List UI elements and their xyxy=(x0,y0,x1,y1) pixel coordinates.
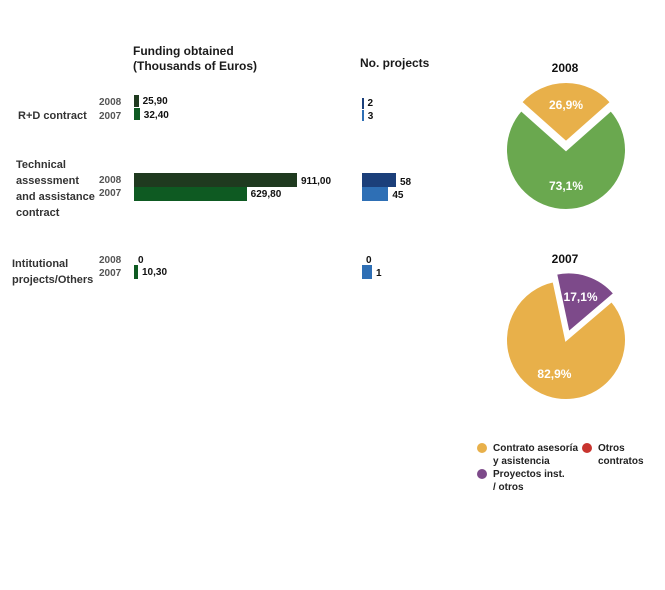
pie-slice xyxy=(505,108,627,211)
category-label-line: and assistance xyxy=(16,191,95,203)
year-label-2008: 2008 xyxy=(99,175,122,186)
pie-slice xyxy=(554,271,616,335)
category-label-line: R+D contract xyxy=(18,110,87,122)
funding-bar-2007 xyxy=(134,187,247,201)
legend-label: Otros contratos xyxy=(598,442,665,468)
pie-slice-label: 26,9% xyxy=(549,98,583,112)
funding-value-label: 10,30 xyxy=(142,267,168,278)
funding-header-line-2: (Thousands of Euros) xyxy=(133,59,257,73)
legend-label-line: contratos xyxy=(598,456,644,467)
projects-value-label: 45 xyxy=(392,190,404,201)
legend-dot-purple xyxy=(477,469,487,479)
pie-slice-label: 82,9% xyxy=(537,367,571,381)
category-label-rd: R+D contract xyxy=(18,108,87,124)
category-label-line: contract xyxy=(16,207,60,219)
funding-bar-2007 xyxy=(134,108,140,120)
projects-bar-2007 xyxy=(362,110,364,121)
projects-value-label: 0 xyxy=(366,255,372,266)
legend-label-line: Proyectos inst. xyxy=(493,469,565,480)
pie-2007-title: 2007 xyxy=(551,252,579,266)
funding-value-label: 911,00 xyxy=(301,176,332,187)
pie-slice xyxy=(519,81,613,144)
legend-label: Proyectos inst. / otros xyxy=(493,468,588,494)
projects-header: No. projects xyxy=(360,56,430,70)
pie-slice xyxy=(505,280,627,401)
category-label-line: assessment xyxy=(16,175,79,187)
funding-bar-2007 xyxy=(134,265,138,279)
funding-value-label: 0 xyxy=(138,255,144,266)
legend-label: Contrato asesoría y asistencia xyxy=(493,442,588,468)
year-label-2007: 2007 xyxy=(99,268,122,279)
category-label-technical: Technical assessment and assistance cont… xyxy=(16,157,95,221)
funding-value-label: 629,80 xyxy=(250,189,282,200)
pie-chart-2007: 17,1% 82,9% xyxy=(505,271,627,401)
pie-slice-label: 17,1% xyxy=(564,290,598,304)
pie-2008-title: 2008 xyxy=(551,61,579,75)
projects-value-label: 58 xyxy=(400,177,412,188)
projects-bar-2008 xyxy=(362,173,396,187)
projects-bar-2007 xyxy=(362,187,389,201)
funding-value-label: 25,90 xyxy=(142,96,168,107)
year-label-2008: 2008 xyxy=(99,255,122,266)
category-label-line: projects/Others xyxy=(12,274,94,286)
year-label-2008: 2008 xyxy=(99,97,122,108)
funding-value-label: 32,40 xyxy=(143,110,169,121)
year-label-2007: 2007 xyxy=(99,111,122,122)
projects-bar-2007 xyxy=(362,265,372,279)
legend-dot-orange xyxy=(477,443,487,453)
projects-value-label: 2 xyxy=(367,98,374,109)
pie-slice-label: 73,1% xyxy=(549,179,583,193)
year-label-2007: 2007 xyxy=(99,188,122,199)
legend-label-line: Contrato asesoría xyxy=(493,443,579,454)
projects-bar-2008 xyxy=(362,98,364,109)
category-label-line: Technical xyxy=(16,159,66,171)
category-label-institutional: Intitutional projects/Others xyxy=(12,256,93,288)
category-label-line: Intitutional xyxy=(12,258,69,270)
pie-chart-2008: 26,9% 73,1% xyxy=(505,81,627,211)
legend-label-line: / otros xyxy=(493,482,524,493)
legend-label-line: y asistencia xyxy=(493,456,550,467)
funding-bar-2008 xyxy=(134,173,297,187)
funding-header-line-1: Funding obtained xyxy=(133,44,234,58)
projects-value-label: 3 xyxy=(367,111,374,122)
funding-header: Funding obtained (Thousands of Euros) xyxy=(133,44,257,74)
legend-dot-red xyxy=(582,443,592,453)
projects-value-label: 1 xyxy=(376,268,382,279)
legend-label-line: Otros xyxy=(598,443,625,454)
funding-bar-2008 xyxy=(134,95,139,107)
